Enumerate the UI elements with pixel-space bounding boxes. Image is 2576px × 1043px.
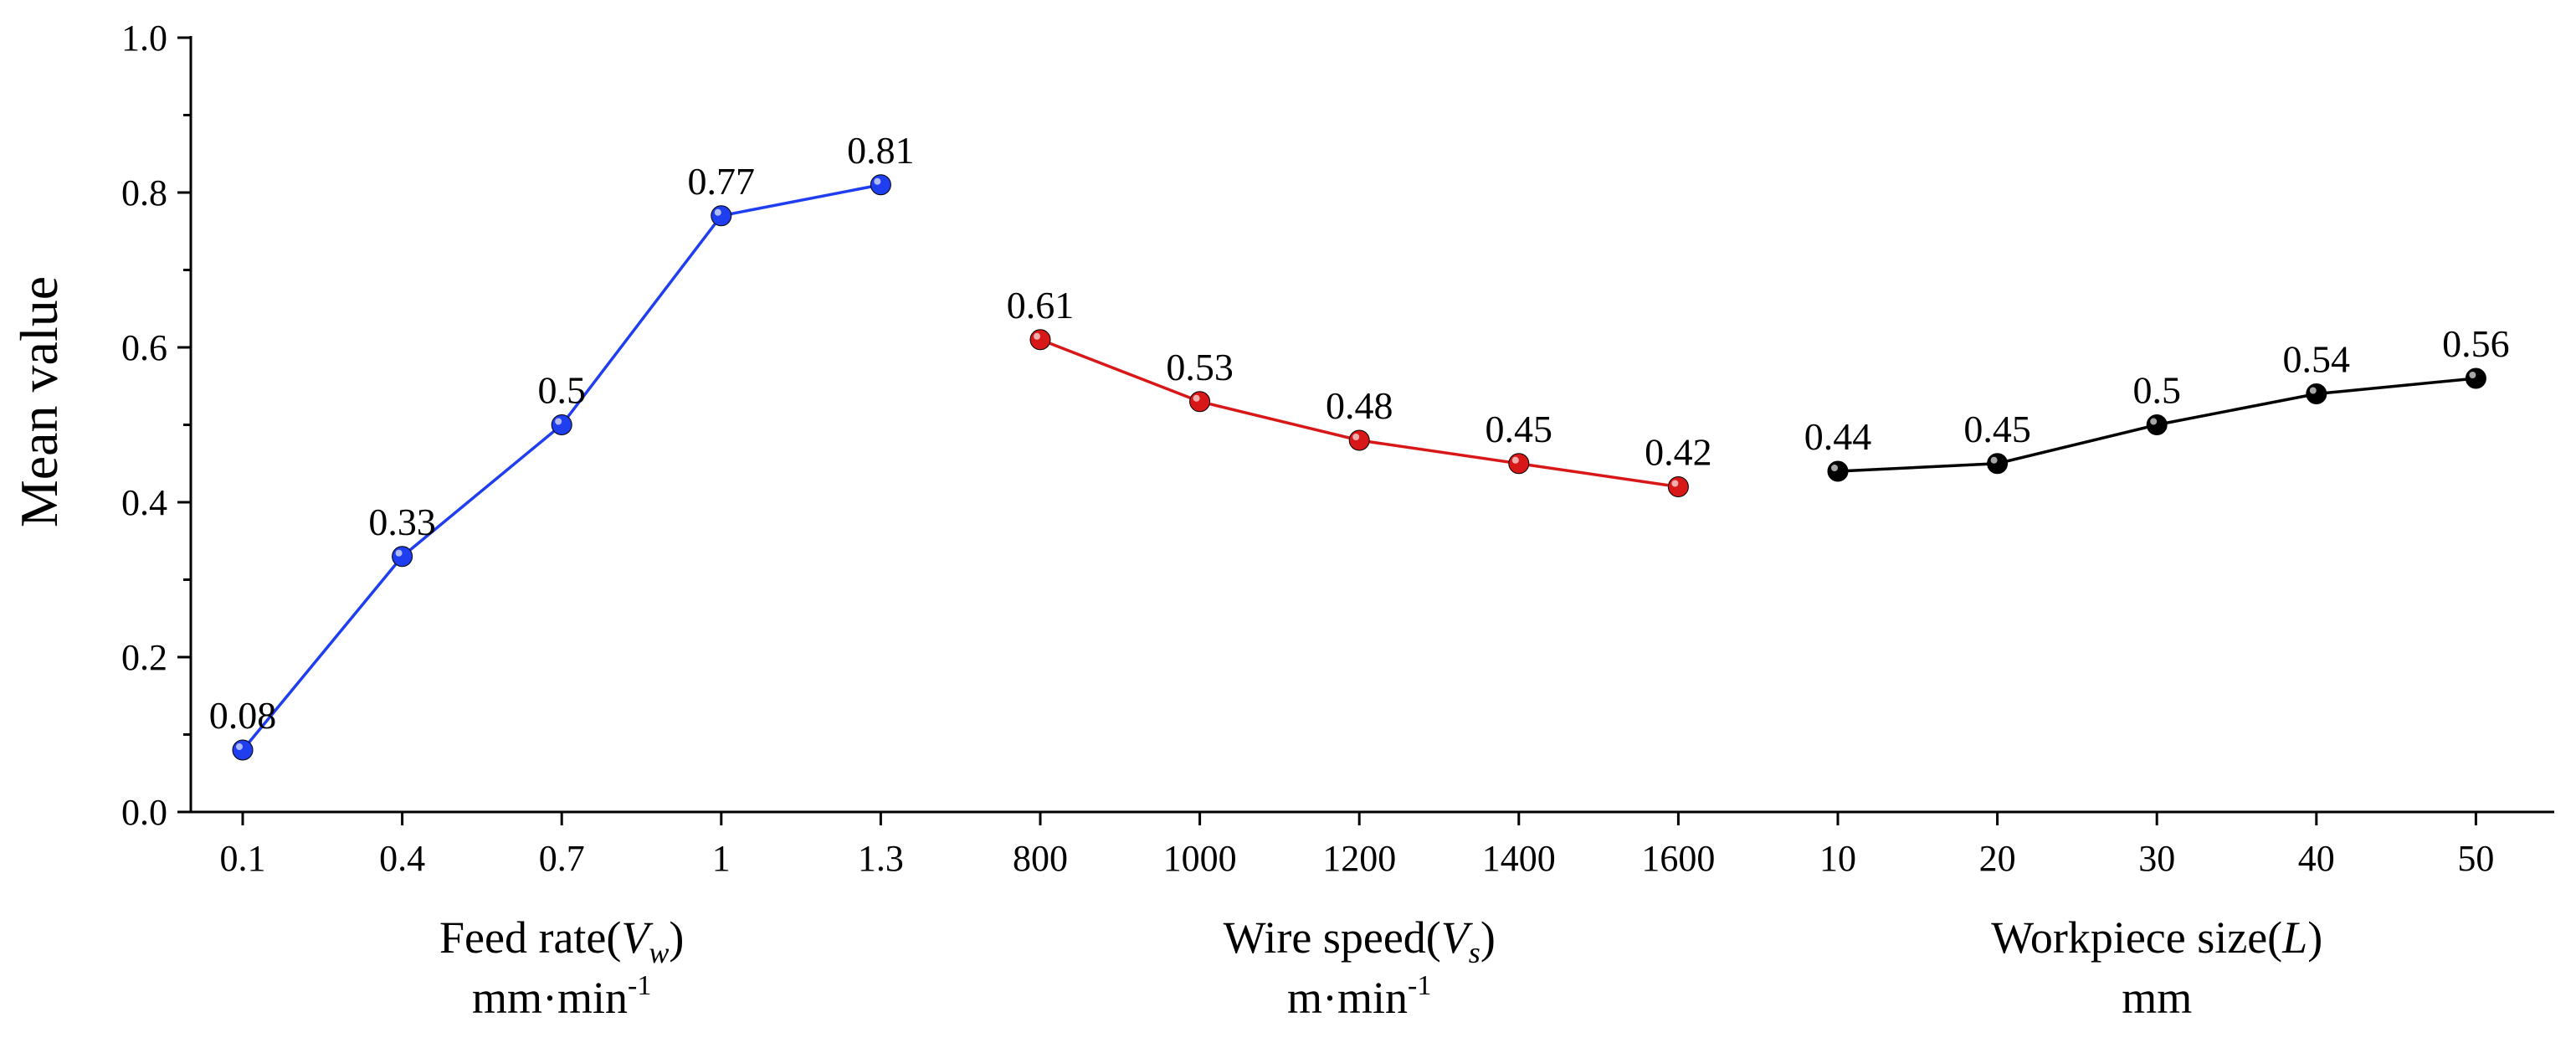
group-unit-superscript: -1 xyxy=(1408,970,1431,1001)
data-label: 0.5 xyxy=(537,369,586,412)
data-point-highlight xyxy=(1671,480,1679,487)
group-title-end: ) xyxy=(2307,912,2322,963)
data-point-highlight xyxy=(714,208,721,216)
data-label: 0.45 xyxy=(1486,408,1553,450)
group-axis-title: Feed rate(Vw) xyxy=(439,912,684,969)
data-label: 0.53 xyxy=(1166,346,1234,388)
data-label: 0.5 xyxy=(2132,369,2181,412)
group-title-text: Workpiece size( xyxy=(1991,912,2282,963)
data-point xyxy=(1667,476,1689,497)
data-point xyxy=(870,174,891,196)
data-point-highlight xyxy=(1831,465,1838,471)
data-point xyxy=(2306,383,2327,404)
x-tick-label: 1600 xyxy=(1641,838,1715,879)
group-title-symbol: V xyxy=(1441,912,1474,963)
data-point xyxy=(1189,391,1211,413)
x-tick-label: 1400 xyxy=(1482,838,1556,879)
group-title-end: ) xyxy=(1480,912,1496,963)
data-point-highlight xyxy=(1990,456,1998,464)
group-axis-title: Wire speed(Vs) xyxy=(1224,912,1496,969)
x-tick-label: 10 xyxy=(1819,838,1856,879)
x-tick-label: 800 xyxy=(1013,838,1068,879)
data-label: 0.44 xyxy=(1804,415,1872,458)
group-title-text: Feed rate( xyxy=(439,912,621,963)
series-layer: 0.080.330.50.770.810.610.530.480.450.42 0… xyxy=(209,129,2510,761)
group-title-text: Wire speed( xyxy=(1224,912,1441,963)
data-label: 0.77 xyxy=(688,160,756,203)
data-label: 0.61 xyxy=(1007,284,1075,326)
group-title-end: ) xyxy=(669,912,684,963)
y-axis-title: Mean value xyxy=(9,276,69,527)
y-tick-label: 1.0 xyxy=(121,18,167,59)
data-label: 0.48 xyxy=(1326,384,1393,427)
group-unit-text: m·min xyxy=(1287,973,1408,1023)
group-axis-unit: m·min-1 xyxy=(1287,970,1431,1023)
x-tick-label: 30 xyxy=(2138,838,2175,879)
data-point-highlight xyxy=(2309,387,2317,394)
data-label: 0.42 xyxy=(1645,431,1712,474)
data-point-highlight xyxy=(2469,372,2476,378)
x-tick-label: 1000 xyxy=(1163,838,1237,879)
data-label: 0.81 xyxy=(847,129,915,172)
data-point-highlight xyxy=(2150,418,2158,425)
series-workpiece-size: 0.44 0.45 0.5 0.54 0.56 xyxy=(1804,322,2510,482)
data-point xyxy=(2146,414,2168,435)
data-point xyxy=(1029,329,1051,351)
y-tick-label: 0.2 xyxy=(121,637,167,678)
y-tick-label: 0.4 xyxy=(121,482,167,523)
y-tick-label: 0.8 xyxy=(121,172,167,213)
group-unit-superscript: -1 xyxy=(628,970,651,1001)
data-point-highlight xyxy=(1034,332,1040,340)
data-point-highlight xyxy=(1352,434,1360,440)
x-tick-label: 0.4 xyxy=(379,838,425,879)
group-axis-unit: mm xyxy=(2122,973,2192,1023)
data-point-highlight xyxy=(555,418,562,425)
x-tick-label: 0.1 xyxy=(220,838,266,879)
data-point xyxy=(551,414,572,435)
axes: 0.0 0.2 0.4 0.6 0.8 1.0 0.1 0.4 0.7 1 1.3 800 1000 12… xyxy=(121,18,2554,1023)
group-axis-unit: mm·min-1 xyxy=(472,970,651,1023)
x-tick-label: 50 xyxy=(2457,838,2494,879)
series-feed-rate: 0.08 0.33 0.5 0.77 0.81 xyxy=(209,129,915,761)
x-tick-label: 1 xyxy=(712,838,731,879)
data-point xyxy=(2465,367,2486,389)
series-line xyxy=(241,183,881,752)
data-label: 0.33 xyxy=(368,501,436,543)
data-point xyxy=(1508,453,1530,475)
x-tick-label: 20 xyxy=(1979,838,2016,879)
data-point-highlight xyxy=(395,549,403,557)
data-point-highlight xyxy=(1511,456,1519,464)
data-point-highlight xyxy=(236,743,243,750)
data-point xyxy=(711,205,732,227)
data-point-highlight xyxy=(874,177,881,185)
y-tick-label: 0.0 xyxy=(121,792,167,833)
group-title-subscript: s xyxy=(1469,936,1480,969)
data-label: 0.54 xyxy=(2283,338,2351,381)
y-tick-label: 0.6 xyxy=(121,327,167,368)
data-label: 0.45 xyxy=(1963,408,2031,450)
x-tick-label: 1.3 xyxy=(858,838,904,879)
data-label: 0.56 xyxy=(2442,322,2510,365)
group-title-symbol: L xyxy=(2281,912,2307,963)
group-unit-text: mm·min xyxy=(472,973,628,1023)
x-tick-label: 1200 xyxy=(1322,838,1396,879)
data-point xyxy=(232,739,254,761)
group-unit-text: mm xyxy=(2122,973,2192,1023)
group-title-subscript: w xyxy=(649,936,669,969)
data-point xyxy=(1987,453,2009,475)
data-point xyxy=(392,546,413,568)
data-point-highlight xyxy=(1193,394,1200,402)
group-title-symbol: V xyxy=(621,912,654,963)
series-wire-speed: 0.61 0.53 0.48 0.45 0.42 xyxy=(1007,284,1712,497)
data-point xyxy=(1348,429,1370,451)
group-axis-title: Workpiece size(L) xyxy=(1991,912,2322,963)
data-label: 0.08 xyxy=(209,694,277,737)
x-tick-label: 0.7 xyxy=(539,838,585,879)
x-tick-label: 40 xyxy=(2298,838,2335,879)
data-point xyxy=(1827,460,1849,482)
